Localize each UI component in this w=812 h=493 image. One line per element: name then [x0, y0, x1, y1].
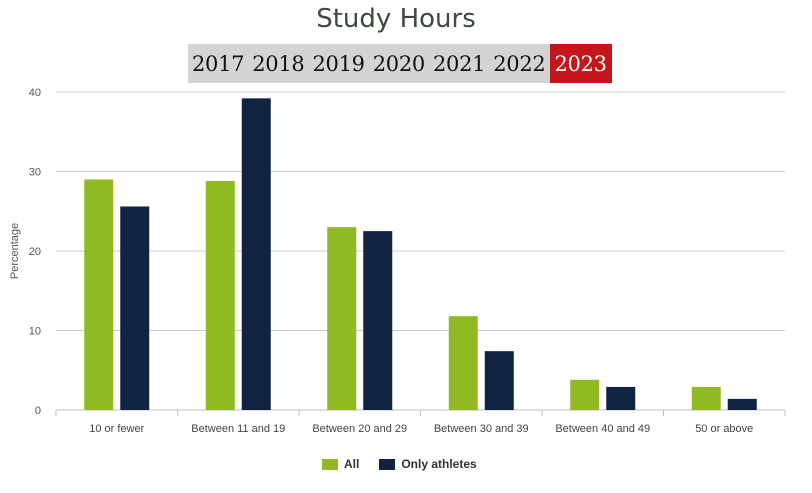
x-tick-label: Between 40 and 49 [555, 423, 650, 435]
year-tab-2022[interactable]: 2022 [493, 52, 546, 76]
legend-item-all[interactable]: All [322, 457, 359, 471]
year-tab-2017[interactable]: 2017 [192, 52, 245, 76]
legend-label: All [344, 457, 360, 471]
chart-title: Study Hours [316, 4, 476, 34]
bar-athletes[interactable] [484, 351, 514, 410]
year-tab-2019[interactable]: 2019 [312, 52, 366, 76]
bar-athletes[interactable] [727, 398, 757, 410]
bar-all[interactable] [691, 386, 721, 410]
year-tab-2023[interactable]: 2023 [549, 44, 612, 83]
y-tick-label: 20 [29, 246, 41, 258]
chart-legend: All Only athletes [322, 457, 491, 471]
y-tick-label: 30 [29, 167, 41, 179]
year-selector: 2017 2018 2019 2020 2021 2022 2023 [188, 44, 612, 83]
bar-athletes[interactable] [120, 206, 150, 410]
bar-all[interactable] [448, 316, 478, 410]
y-tick-label: 0 [35, 405, 41, 417]
year-tab-2020[interactable]: 2020 [372, 52, 426, 76]
bar-all[interactable] [205, 181, 235, 410]
legend-swatch [322, 458, 338, 470]
bar-all[interactable] [327, 227, 357, 410]
y-tick-label: 10 [29, 326, 41, 338]
bar-athletes[interactable] [606, 386, 636, 410]
x-tick-label: 50 or above [695, 423, 753, 435]
year-tab-2018[interactable]: 2018 [252, 52, 305, 76]
year-tab-2021[interactable]: 2021 [433, 52, 486, 76]
legend-swatch [379, 458, 396, 470]
legend-item-only-athletes[interactable]: Only athletes [379, 457, 477, 471]
bar-all[interactable] [570, 379, 600, 410]
x-tick-label: Between 11 and 19 [191, 423, 285, 435]
x-tick-label: Between 20 and 29 [312, 423, 407, 435]
x-tick-label: 10 or fewer [89, 423, 144, 435]
y-tick-label: 40 [29, 87, 41, 99]
bar-athletes[interactable] [241, 98, 271, 411]
y-axis-label: Percentage [9, 223, 21, 279]
bar-all[interactable] [84, 179, 114, 410]
x-tick-label: Between 30 and 39 [434, 423, 529, 435]
legend-label: Only athletes [401, 457, 477, 471]
bar-athletes[interactable] [363, 231, 393, 410]
